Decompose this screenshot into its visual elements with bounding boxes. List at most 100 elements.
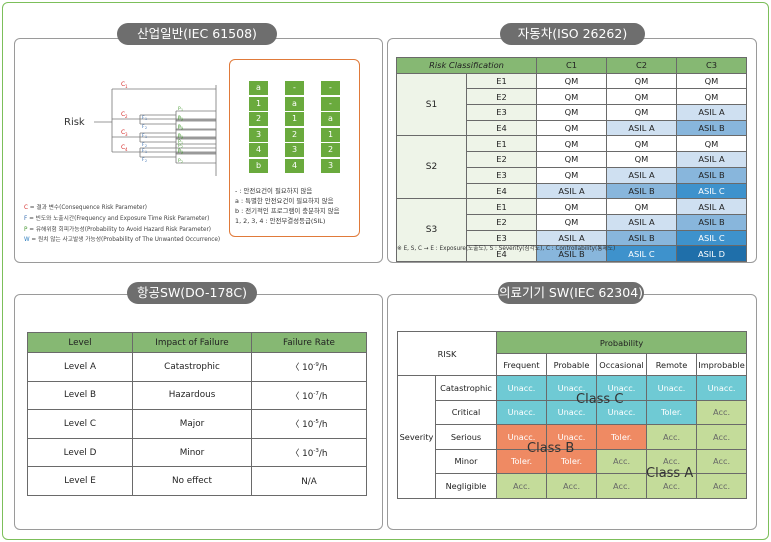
do-level: Level E xyxy=(27,466,133,496)
w-cell: 2 xyxy=(249,112,268,126)
w-cell: 3 xyxy=(249,127,268,142)
iso-cell: QM xyxy=(606,135,677,153)
med-prob-col: Frequent xyxy=(496,353,548,376)
iso-cell: ASIL B xyxy=(676,166,747,184)
iso-e-label: E2 xyxy=(466,213,537,231)
w-note: 1, 2, 3, 4 : 안전무결성등급(SIL) xyxy=(235,217,326,225)
iso-cell: QM xyxy=(536,104,607,121)
legend-f: F = 빈도와 노출시간(Frequency and Exposure Time… xyxy=(24,215,210,222)
iso-cell: QM xyxy=(536,88,607,106)
iso-row: S2 E1 QM QM QM xyxy=(396,135,747,200)
iso-row: E4 ASIL B ASIL C ASIL D xyxy=(397,245,747,262)
riskgraph-legend: C = 결과 변수(Consequence Risk Parameter) F … xyxy=(24,203,220,246)
med-cell: Acc. xyxy=(596,448,648,474)
iso-cell: ASIL C xyxy=(606,245,677,262)
iso-e-label: E2 xyxy=(466,88,537,106)
iso-col-header: C1 xyxy=(536,57,607,74)
iso-cell: ASIL A xyxy=(536,229,607,247)
med-cell: Unacc. xyxy=(646,375,698,401)
iso-cell: QM xyxy=(606,88,677,106)
med-sev-label: Critical xyxy=(434,399,498,425)
do-rate: 〈 10-9/h xyxy=(251,352,367,382)
iso-e-label: E1 xyxy=(466,72,537,90)
w-cell: 1 xyxy=(285,112,304,126)
iso-row: E4 QM ASIL A ASIL B xyxy=(397,119,747,137)
iso26262-title: 자동차(ISO 26262) xyxy=(500,23,645,45)
iso-cell: QM xyxy=(606,72,677,90)
iso-cell: QM xyxy=(536,198,607,215)
do-rate: 〈 10-3/h xyxy=(251,437,367,468)
iec61508-title: 산업일반(IEC 61508) xyxy=(117,23,277,45)
med-cell: Unacc. xyxy=(546,375,598,401)
legend-p: P = 유해위험 회피가능성(Probability to Avoid Haza… xyxy=(24,226,212,233)
iso-s-label: S3 xyxy=(396,198,467,262)
iec62304-title: 의료기기 SW(IEC 62304) xyxy=(498,282,644,304)
w-cell: 3 xyxy=(285,143,304,157)
iso26262-table: Risk Classification C1 C2 C3 S1 E1 QM QM QM E2 QM Q… xyxy=(396,57,747,262)
med-cell: Acc. xyxy=(546,473,598,499)
iso-e-label: E4 xyxy=(466,119,537,137)
med-prob-col: Probable xyxy=(546,353,598,376)
iso-cell: QM xyxy=(536,72,607,90)
iso-e-label: E1 xyxy=(466,135,537,153)
med-cell: Toler. xyxy=(646,399,698,425)
iso-cell: ASIL A xyxy=(676,198,747,215)
do-rate: N/A xyxy=(251,466,367,496)
med-severity-label: Severity xyxy=(397,375,436,499)
iso-row: S1 E1 QM QM QM xyxy=(396,72,747,137)
do-row: Level D Minor 〈 10-3/h xyxy=(27,437,367,468)
class-a-label: Class A xyxy=(646,466,694,481)
w-cell: - xyxy=(285,81,304,95)
iso-cell: ASIL A xyxy=(536,182,607,200)
iso-cell: QM xyxy=(676,88,747,106)
med-row: Severity Catastrophic Unacc. Unacc. Unacc. Un… xyxy=(397,375,748,499)
med-sev-label: Negligible xyxy=(434,473,498,499)
w-cell: - xyxy=(321,81,340,95)
class-c-label: Class C xyxy=(576,392,624,407)
med-cell: Unacc. xyxy=(596,399,648,425)
do-impact: Hazardous xyxy=(132,380,252,411)
iso-cell: ASIL B xyxy=(676,213,747,231)
med-cell: Acc. xyxy=(646,473,698,499)
iso-cell: QM xyxy=(536,166,607,184)
iso-s-label: S1 xyxy=(396,72,467,137)
do-impact: Minor xyxy=(132,437,252,468)
iso-cell: ASIL B xyxy=(606,229,677,247)
w-cell: b xyxy=(249,158,268,173)
do-level: Level B xyxy=(27,380,133,411)
do-rate: 〈 10-7/h xyxy=(251,380,367,411)
w-cell: 4 xyxy=(249,143,268,157)
med-row: Minor Toler. Toler. Acc. Acc. Acc. xyxy=(398,448,748,474)
iso-cell: QM xyxy=(536,213,607,231)
w-notes: - : 안전요건이 필요하지 않음 a : 특별한 안전요건이 필요하지 않음 … xyxy=(235,186,340,226)
iso-cell: QM xyxy=(606,151,677,168)
iso-row: E2 QM ASIL A ASIL B xyxy=(397,213,747,231)
med-sev-label: Minor xyxy=(434,448,498,474)
do-level: Level A xyxy=(27,352,133,382)
iso-row: S3 E1 QM QM ASIL A xyxy=(396,198,747,262)
w-note: - : 안전요건이 필요하지 않음 xyxy=(235,187,313,195)
med-row: Negligible Acc. Acc. Acc. Acc. Acc. xyxy=(398,473,748,499)
iso-e-label: E1 xyxy=(466,198,537,215)
do-impact: Major xyxy=(132,409,252,439)
med-prob-col: Remote xyxy=(646,353,698,376)
iso-cell: QM xyxy=(606,104,677,121)
class-b-label: Class B xyxy=(527,441,575,456)
med-cell: Unacc. xyxy=(596,375,648,401)
w-note: a : 특별한 안전요건이 필요하지 않음 xyxy=(235,197,334,205)
med-sev-label: Catastrophic xyxy=(434,375,498,401)
med-cell: Acc. xyxy=(596,473,648,499)
iso-col-header: C2 xyxy=(606,57,677,74)
w-cell: 1 xyxy=(249,96,268,111)
do178c-table: Level Impact of Failure Failure Rate Level … xyxy=(27,332,367,496)
iso-s-label: S2 xyxy=(396,135,467,200)
iec62304-table: RISK Probability Frequent Probable Occasiona… xyxy=(396,331,748,499)
iso-cell: QM xyxy=(676,72,747,90)
iso-e-label: E3 xyxy=(466,229,537,247)
med-prob-col: Improbable xyxy=(696,353,748,376)
med-risk-header: RISK xyxy=(396,331,498,376)
iso-row: E3 QM ASIL A ASIL B xyxy=(397,166,747,184)
do-rate: 〈 10-5/h xyxy=(251,409,367,439)
do-col-header: Impact of Failure xyxy=(132,332,252,353)
do-row: Level A Catastrophic 〈 10-9/h xyxy=(27,352,367,382)
